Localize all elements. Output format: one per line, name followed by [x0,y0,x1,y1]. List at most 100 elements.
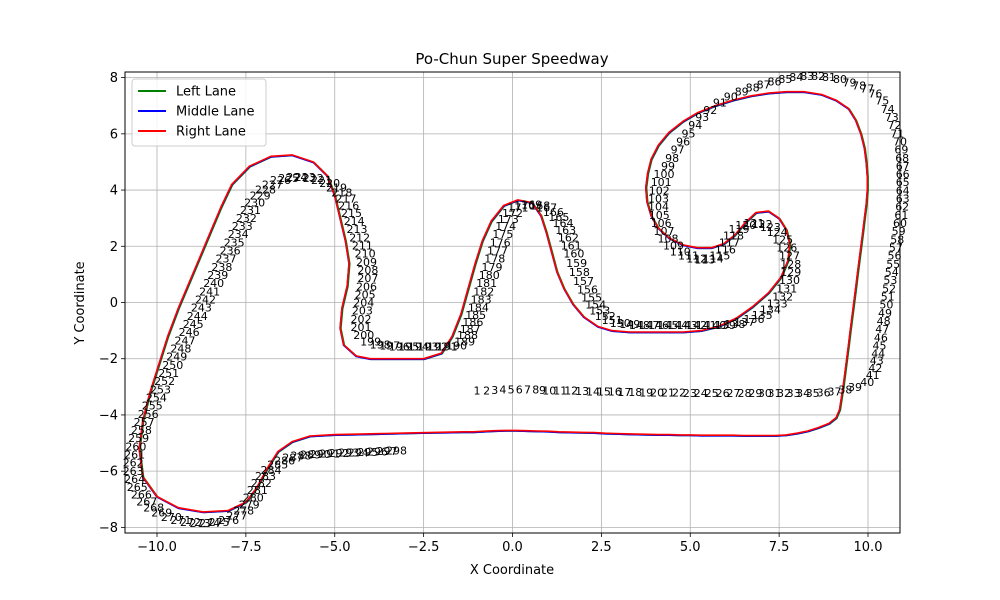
waypoint-label: 33 [787,387,801,400]
waypoint-label: 268 [143,502,164,515]
waypoint-label: 163 [555,224,576,237]
waypoint-label: 177 [487,245,508,258]
waypoint-label: 274 [199,517,220,530]
waypoint-label: 31 [768,387,782,400]
waypoint-label: 81 [822,71,836,84]
legend-entry: Right Lane [176,125,246,140]
waypoint-label: 269 [151,507,172,520]
waypoint-label: 241 [199,285,220,298]
waypoint-label: 217 [336,193,357,206]
axis-ticks: −10.0 −7.5 −5.0 −2.5 0.0 2.5 5.0 7.5 10.0 −8 −6 −4 −… [99,71,883,555]
waypoint-label: 256 [138,408,159,421]
legend-box [131,78,267,147]
waypoint-label: 83 [800,70,814,83]
waypoint-label: 104 [648,201,669,214]
waypoint-label: 225 [278,172,299,185]
waypoint-label: 192 [427,340,448,353]
waypoint-label: 7 [524,384,531,397]
waypoint-label: 156 [577,283,598,296]
waypoint-label: 78 [852,79,866,92]
y-tick-label: −4 [99,408,118,423]
waypoint-label: 18 [628,386,642,399]
waypoint-label: 203 [352,305,373,318]
waypoint-label: 1 [474,384,481,397]
waypoint-label: 127 [779,250,800,263]
waypoint-label: 82 [811,70,825,83]
waypoint-label: 275 [209,516,230,529]
waypoint-label: 280 [243,491,264,504]
waypoint-label: 6 [516,383,523,396]
waypoint-label: 71 [890,127,904,140]
waypoint-label: 182 [473,285,494,298]
waypoint-label: 25 [705,387,719,400]
waypoint-label: 155 [581,292,602,305]
waypoint-label: 147 [638,319,659,332]
track-lanes [138,90,869,514]
waypoint-label: 135 [752,309,773,322]
waypoint-label: 228 [255,183,276,196]
y-tick-label: 4 [110,184,118,199]
waypoint-label: 298 [386,445,407,458]
waypoint-label: 219 [326,181,347,194]
waypoint-label: 261 [124,449,145,462]
waypoint-label: 45 [873,339,887,352]
waypoint-label: 180 [479,269,500,282]
waypoint-label: 13 [575,385,589,398]
waypoint-label: 278 [233,505,254,518]
waypoint-label: 2 [483,384,490,397]
x-tick-label: 0.0 [502,540,523,555]
waypoint-label: 15 [597,386,611,399]
waypoint-label: 103 [648,193,669,206]
x-tick-label: −2.5 [408,540,440,555]
waypoint-label: 29 [748,387,762,400]
waypoint-label: 164 [553,217,574,230]
waypoint-label: 35 [806,387,820,400]
waypoint-label: 32 [777,387,791,400]
waypoint-label: 234 [228,228,249,241]
waypoint-label: 58 [890,233,904,246]
waypoint-label: 210 [355,248,376,261]
waypoint-label: 88 [746,81,760,94]
waypoint-label: 184 [468,302,489,315]
waypoint-label: 28 [738,387,752,400]
waypoint-label: 77 [860,82,874,95]
waypoint-label: 283 [255,470,276,483]
y-tick-label: −6 [99,465,118,480]
waypoint-label: 27 [727,387,741,400]
waypoint-label: 207 [357,272,378,285]
waypoint-label: 91 [713,97,727,110]
waypoint-label: 120 [735,219,756,232]
waypoint-label: 221 [311,174,332,187]
waypoint-label: 259 [128,432,149,445]
waypoint-label: 209 [356,256,377,269]
waypoint-label: 139 [715,319,736,332]
waypoint-label: 20 [650,387,664,400]
waypoint-label: 105 [649,209,670,222]
waypoint-label: 286 [274,455,295,468]
waypoint-label: 179 [482,261,503,274]
waypoint-label: 26 [716,387,730,400]
waypoint-label: 53 [883,274,897,287]
waypoint-label: 188 [457,329,478,342]
waypoint-label: 124 [767,226,788,239]
waypoint-label: 166 [543,206,564,219]
x-tick-label: −7.5 [230,540,262,555]
waypoint-label: 247 [175,334,196,347]
waypoint-label: 109 [663,240,684,253]
waypoint-label: 264 [124,473,145,486]
waypoint-label: 238 [211,261,232,274]
waypoint-label: 154 [585,299,606,312]
waypoint-label: 178 [484,253,505,266]
waypoint-label: 43 [870,355,884,368]
waypoint-label: 194 [408,340,429,353]
waypoint-label: 262 [123,457,144,470]
waypoint-label: 242 [195,294,216,307]
waypoint-label: 98 [665,152,679,165]
waypoint-label: 204 [353,297,374,310]
waypoint-label: 267 [136,496,157,509]
waypoint-label: 153 [589,305,610,318]
y-tick-label: 6 [110,127,118,142]
waypoint-label: 245 [183,318,204,331]
waypoint-label: 110 [670,246,691,259]
waypoint-label: 161 [561,240,582,253]
